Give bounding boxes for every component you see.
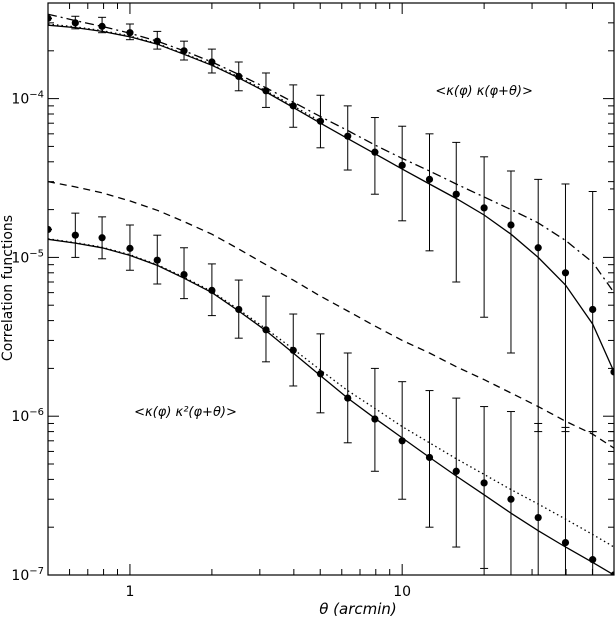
data-point (316, 117, 325, 125)
error-bar (534, 422, 543, 575)
y-tick-label: 10−7 (11, 566, 44, 584)
error-bar (610, 440, 614, 575)
error-bar (370, 117, 379, 195)
y-axis-label: Correlation functions (0, 215, 16, 361)
data-point (126, 244, 134, 252)
annotation-kappa-kappa-squared: <κ(φ) κ²(φ+θ)> (134, 405, 237, 420)
data-point (507, 221, 515, 229)
data-point (71, 19, 79, 27)
data-point (153, 256, 161, 264)
data-point (398, 161, 406, 169)
data-point (316, 370, 325, 378)
data-point (425, 175, 434, 183)
error-bar (452, 141, 461, 283)
curve-solid-5 (48, 238, 614, 575)
error-bar (534, 178, 543, 433)
y-tick-label: 10−4 (11, 90, 44, 108)
data-point (480, 204, 488, 212)
data-point (534, 513, 542, 522)
error-bar (561, 183, 570, 433)
data-point (98, 234, 106, 242)
y-tick-label: 10−6 (11, 407, 44, 425)
x-axis-label: θ (arcmin) (319, 600, 397, 618)
data-point (48, 14, 52, 22)
data-point (452, 467, 460, 475)
data-point (71, 231, 79, 239)
error-bar (588, 431, 597, 575)
data-point (452, 190, 460, 198)
y-tick-label: 10−5 (11, 248, 44, 266)
curve-dashed-6 (48, 180, 614, 449)
data-point (507, 495, 515, 503)
curve-dotted-7 (48, 238, 614, 548)
error-bar (425, 133, 434, 252)
data-point (561, 269, 570, 277)
plot-frame (47, 2, 615, 576)
x-tick-label: 10 (393, 584, 411, 600)
x-tick-label: 1 (125, 584, 134, 600)
error-bar (561, 426, 570, 575)
series-layer (48, 13, 614, 575)
plot-area (48, 13, 614, 575)
data-point (371, 148, 379, 156)
error-bar (480, 406, 489, 569)
error-bar (398, 125, 407, 222)
data-point (98, 22, 106, 30)
error-bar (610, 188, 614, 433)
curve-dotted-4 (48, 23, 321, 122)
error-bar (506, 170, 515, 354)
data-point (534, 244, 542, 252)
error-bar (480, 156, 489, 318)
error-bar (506, 411, 515, 575)
data-point (480, 479, 488, 487)
annotation-kappa-kappa: <κ(φ) κ(φ+θ)> (435, 84, 533, 99)
curve-solid-2 (48, 24, 614, 373)
curve-dashdot-3 (48, 13, 614, 293)
ticks-layer: 1 10 10−7 10−6 10−5 10−4 (11, 2, 615, 600)
data-point (48, 225, 52, 234)
data-point (589, 305, 597, 314)
data-point (561, 538, 570, 547)
